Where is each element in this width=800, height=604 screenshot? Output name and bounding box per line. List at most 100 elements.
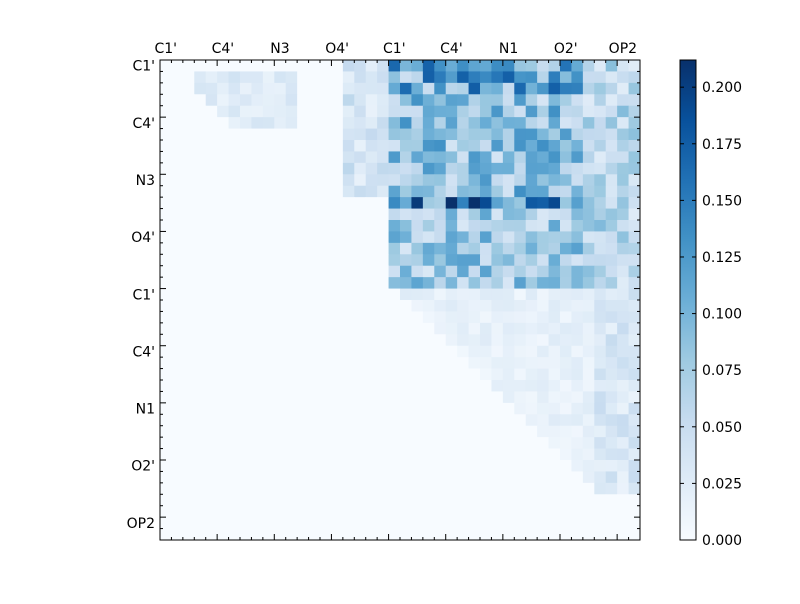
- heatmap-cell: [205, 277, 218, 289]
- heatmap-cell: [445, 174, 458, 187]
- heatmap-cell: [297, 242, 309, 255]
- heatmap-cell: [628, 471, 641, 484]
- heatmap-cell: [571, 414, 584, 427]
- heatmap-cell: [411, 220, 424, 232]
- heatmap-cell: [331, 471, 344, 484]
- heatmap-cell: [457, 174, 469, 187]
- heatmap-cell: [331, 60, 344, 72]
- heatmap-cell: [560, 60, 572, 72]
- heatmap-cell: [628, 105, 641, 118]
- heatmap-cell: [514, 334, 527, 347]
- heatmap-cell: [571, 140, 584, 152]
- heatmap-cell: [571, 471, 584, 484]
- heatmap-cell: [480, 380, 492, 392]
- heatmap-cell: [457, 60, 469, 72]
- heatmap-cell: [331, 322, 344, 335]
- heatmap-cell: [331, 528, 344, 541]
- heatmap-cell: [537, 494, 549, 507]
- x-tick-label: O2': [554, 41, 578, 57]
- heatmap-cell: [262, 482, 275, 495]
- heatmap-cell: [228, 402, 241, 415]
- heatmap-cell: [480, 105, 492, 118]
- heatmap-cell: [217, 117, 229, 129]
- heatmap-cell: [445, 197, 458, 209]
- heatmap-cell: [468, 174, 481, 187]
- heatmap-cell: [262, 128, 275, 141]
- heatmap-cell: [217, 460, 229, 472]
- heatmap-cell: [457, 208, 469, 221]
- heatmap-cell: [594, 494, 607, 507]
- heatmap-cell: [274, 208, 287, 221]
- heatmap-cell: [537, 437, 549, 449]
- heatmap-cell: [582, 460, 595, 472]
- heatmap-cell: [194, 151, 207, 164]
- heatmap-cell: [217, 414, 229, 427]
- heatmap-cell: [628, 425, 641, 438]
- heatmap-cell: [422, 185, 435, 198]
- heatmap-cell: [297, 471, 309, 484]
- heatmap-cell: [308, 368, 321, 381]
- heatmap-cell: [502, 368, 515, 381]
- heatmap-cell: [502, 357, 515, 369]
- heatmap-cell: [400, 528, 412, 541]
- heatmap-cell: [342, 71, 355, 84]
- heatmap-cell: [274, 345, 287, 358]
- heatmap-cell: [228, 71, 241, 84]
- heatmap-cell: [502, 185, 515, 198]
- heatmap-cell: [445, 414, 458, 427]
- heatmap-cell: [491, 265, 504, 278]
- heatmap-cell: [502, 425, 515, 438]
- heatmap-cell: [411, 471, 424, 484]
- heatmap-cell: [388, 242, 401, 255]
- heatmap-cell: [582, 311, 595, 324]
- heatmap-cell: [194, 300, 207, 312]
- heatmap-cell: [171, 197, 184, 209]
- heatmap-cell: [251, 220, 264, 232]
- heatmap-cell: [160, 482, 172, 495]
- heatmap-cell: [285, 105, 298, 118]
- heatmap-cell: [171, 300, 184, 312]
- heatmap-cell: [457, 94, 469, 107]
- heatmap-cell: [594, 265, 607, 278]
- heatmap-cell: [285, 345, 298, 358]
- heatmap-cell: [571, 197, 584, 209]
- heatmap-cell: [468, 254, 481, 267]
- heatmap-cell: [617, 517, 629, 529]
- heatmap-cell: [548, 368, 561, 381]
- heatmap-cell: [285, 437, 298, 449]
- heatmap-cell: [457, 448, 469, 461]
- heatmap-cell: [617, 128, 629, 141]
- heatmap-cell: [217, 128, 229, 141]
- heatmap-cell: [205, 185, 218, 198]
- heatmap-cell: [320, 71, 332, 84]
- heatmap-cell: [297, 517, 309, 529]
- heatmap-cell: [502, 334, 515, 347]
- heatmap-cell: [491, 482, 504, 495]
- heatmap-cell: [160, 105, 172, 118]
- heatmap-cell: [422, 60, 435, 72]
- heatmap-cell: [400, 380, 412, 392]
- heatmap-cell: [308, 334, 321, 347]
- heatmap-cell: [537, 277, 549, 289]
- heatmap-cell: [400, 151, 412, 164]
- heatmap-cell: [560, 471, 572, 484]
- heatmap-cell: [365, 505, 378, 518]
- heatmap-cell: [285, 380, 298, 392]
- heatmap-cell: [582, 208, 595, 221]
- heatmap-cell: [617, 288, 629, 301]
- heatmap-cell: [502, 231, 515, 244]
- heatmap-cell: [228, 105, 241, 118]
- heatmap-cell: [320, 277, 332, 289]
- heatmap-cell: [240, 517, 252, 529]
- heatmap-cell: [400, 345, 412, 358]
- heatmap-cell: [354, 162, 367, 175]
- heatmap-cell: [502, 380, 515, 392]
- heatmap-cell: [160, 425, 172, 438]
- heatmap-cell: [262, 517, 275, 529]
- heatmap-cell: [445, 460, 458, 472]
- heatmap-cell: [240, 231, 252, 244]
- heatmap-cell: [628, 94, 641, 107]
- heatmap-cell: [342, 380, 355, 392]
- heatmap-cell: [377, 311, 389, 324]
- heatmap-cell: [468, 105, 481, 118]
